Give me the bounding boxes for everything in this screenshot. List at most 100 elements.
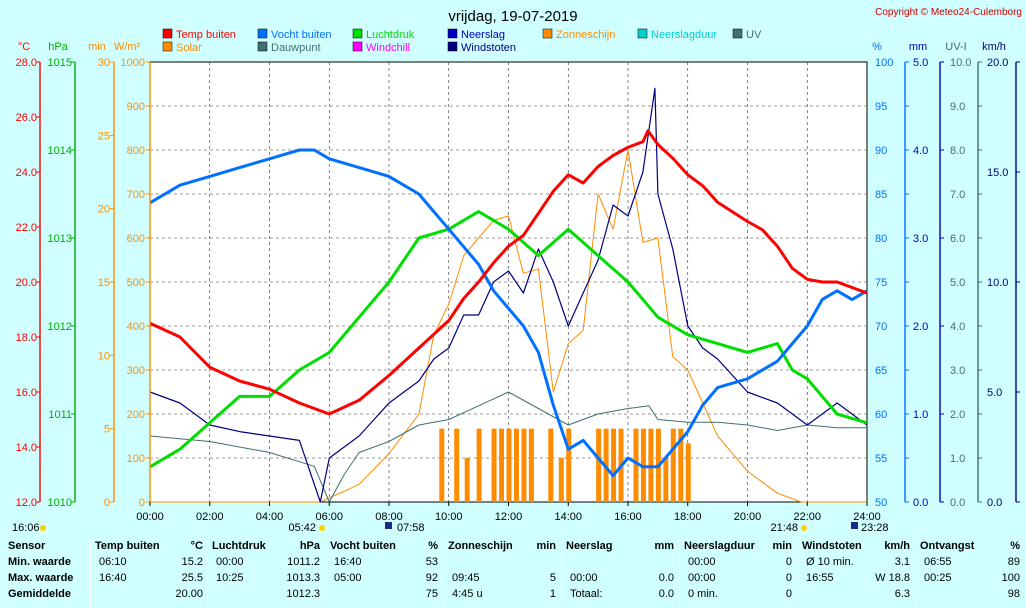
stats-header-row: Sensor: [8, 538, 93, 554]
stats-value: 0.0: [658, 572, 674, 584]
sunshine-bar: [678, 428, 684, 502]
stats-value: 98: [1007, 588, 1020, 600]
event-solar_noon: 07:58: [397, 522, 425, 534]
stats-header-row: Vocht buiten%: [330, 538, 438, 554]
legend-label: Dauwpunt: [271, 42, 321, 54]
stats-row: 09:45 5: [448, 570, 556, 586]
stats-header: Sensor: [8, 540, 46, 552]
stats-separator: [443, 540, 444, 606]
rain-axis-unit: mm: [909, 41, 927, 53]
stats-time: 16:40: [334, 556, 362, 568]
stats-time: Totaal:: [570, 588, 603, 600]
sunshine-bar: [663, 458, 669, 502]
stats-row: 75: [330, 586, 438, 602]
temp-axis-unit: °C: [18, 41, 30, 53]
stats-time: 4:45 u: [452, 588, 483, 600]
legend-swatch: [447, 41, 458, 52]
legend-label: Neerslag: [461, 29, 505, 41]
minutes-axis-unit: min: [88, 41, 106, 53]
stats-unit: mm: [654, 540, 674, 552]
stats-row: 00:00 0: [684, 554, 792, 570]
x-tick-label: 06:00: [315, 511, 343, 523]
stats-time: 00:25: [924, 572, 952, 584]
stats-row: 00:00 0: [684, 570, 792, 586]
stats-header: Temp buiten: [95, 540, 160, 552]
rain-tick-label: 4.0: [913, 145, 928, 157]
stats-header: Luchtdruk: [212, 540, 266, 552]
pressure-axis-unit: hPa: [48, 41, 68, 53]
sun-icon: [40, 525, 46, 531]
stats-header: Windstoten: [802, 540, 862, 552]
solar-tick-label: 500: [127, 277, 145, 289]
series-windstoten: [149, 87, 868, 503]
humidity-tick-label: 100: [875, 57, 893, 69]
sunshine-bar: [491, 428, 497, 502]
sunset-icon: [801, 525, 807, 531]
uv-tick-label: 10.0: [950, 57, 971, 69]
stats-col-sunshine: Zonneschijn min 09:45 5 4:45 u 1: [448, 538, 556, 602]
wind-tick-label: 20.0: [987, 57, 1008, 69]
stats-row: Ø 10 min. 3.1: [802, 554, 910, 570]
stats-separator: [207, 540, 208, 606]
stats-value: 1012.3: [286, 588, 320, 600]
stats-separator: [915, 540, 916, 606]
legend-label: UV: [746, 29, 762, 41]
legend-swatch: [162, 41, 173, 52]
uv-tick-label: 8.0: [950, 145, 965, 157]
stats-unit: min: [772, 540, 792, 552]
minutes-tick-label: 30: [98, 57, 110, 69]
weather-chart: vrijdag, 19-07-2019 Copyright © Meteo24-…: [12, 7, 1022, 534]
sunshine-bar: [528, 428, 534, 502]
stats-time: 16:40: [99, 572, 127, 584]
humidity-tick-label: 80: [875, 233, 887, 245]
stats-header: Ontvangst: [920, 540, 975, 552]
solar-axis-unit: W/m²: [114, 41, 141, 53]
stats-value: 6.3: [894, 588, 910, 600]
humidity-tick-label: 50: [875, 497, 887, 509]
wind-axis-unit: km/h: [982, 41, 1006, 53]
uv-tick-label: 6.0: [950, 233, 965, 245]
legend-label: Windchill: [366, 42, 410, 54]
sunshine-bar: [685, 443, 691, 502]
temp-tick-label: 24.0: [16, 167, 37, 179]
temp-tick-label: 28.0: [16, 57, 37, 69]
stats-time: 00:00: [688, 572, 716, 584]
stats-value: 1013.3: [286, 572, 320, 584]
stats-time: 00:00: [216, 556, 244, 568]
stats-separator: [679, 540, 680, 606]
stats-row: [448, 554, 556, 570]
sunshine-bar: [499, 428, 505, 502]
x-tick-label: 14:00: [554, 511, 582, 523]
temp-tick-label: 14.0: [16, 442, 37, 454]
stats-row: 00:00 1011.2: [212, 554, 320, 570]
sunshine-bar: [506, 428, 512, 502]
humidity-tick-label: 75: [875, 277, 887, 289]
stats-separator: [325, 540, 326, 606]
stats-col-raindur: Neerslagduur min 00:00 0 00:00 0 0 min. 0: [684, 538, 792, 602]
x-tick-label: 16:00: [614, 511, 642, 523]
rain-tick-label: 0.0: [913, 497, 928, 509]
legend-label: Temp buiten: [176, 29, 236, 41]
stats-header-row: Windstoten km/h: [802, 538, 910, 554]
stats-row: 98: [920, 586, 1020, 602]
stats-row-label: Max. waarde: [8, 572, 74, 584]
stats-unit: min: [536, 540, 556, 552]
stats-row: 0 min. 0: [684, 586, 792, 602]
x-tick-label: 00:00: [136, 511, 164, 523]
sunshine-bar: [670, 428, 676, 502]
sunshine-bar: [464, 458, 470, 502]
stats-value: 0: [785, 556, 792, 568]
legend-swatch: [162, 28, 173, 39]
uv-axis-unit: UV-I: [945, 41, 966, 53]
stats-col-rain: Neerslag mm 00:00 0.0 Totaal: 0.0: [566, 538, 674, 602]
sunshine-bar: [611, 428, 617, 502]
solar-tick-label: 0: [139, 497, 145, 509]
x-tick-label: 04:00: [256, 511, 284, 523]
stats-value: 92: [425, 572, 438, 584]
humidity-tick-label: 60: [875, 409, 887, 421]
rain-tick-label: 2.0: [913, 321, 928, 333]
stats-header-row: Ontvangst%: [920, 538, 1020, 554]
stats-row: 05:00 92: [330, 570, 438, 586]
stats-header: Neerslag: [566, 540, 613, 552]
humidity-tick-label: 95: [875, 101, 887, 113]
